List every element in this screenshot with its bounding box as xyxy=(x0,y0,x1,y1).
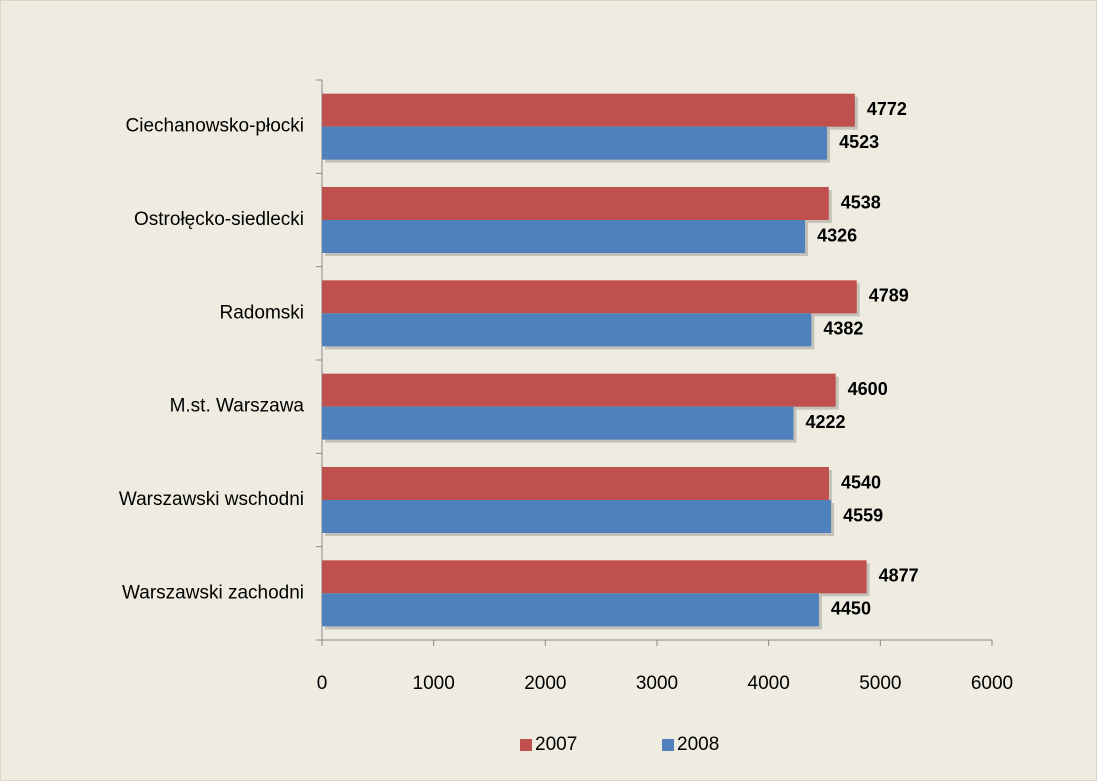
value-label: 4222 xyxy=(805,412,845,432)
bar xyxy=(322,313,812,347)
bar xyxy=(322,500,832,533)
value-label: 4450 xyxy=(831,599,871,619)
bar xyxy=(322,467,829,500)
bar xyxy=(322,560,867,594)
y-tick-label: Ostrołęcko-siedlecki xyxy=(134,209,304,230)
value-label: 4523 xyxy=(839,132,879,152)
bar xyxy=(322,406,794,440)
value-label: 4772 xyxy=(867,99,907,119)
y-tick-label: Warszawski zachodni xyxy=(122,582,304,603)
value-label: 4789 xyxy=(869,286,909,306)
legend-swatch xyxy=(520,739,532,751)
bar xyxy=(322,126,828,160)
bar xyxy=(322,373,836,407)
x-tick-label: 3000 xyxy=(636,673,678,694)
value-label: 4326 xyxy=(817,225,857,245)
x-tick-label: 5000 xyxy=(859,673,901,694)
bar xyxy=(322,187,829,220)
value-label: 4538 xyxy=(841,192,881,212)
bar xyxy=(322,280,857,314)
value-label: 4600 xyxy=(848,379,888,399)
legend-label: 2008 xyxy=(677,734,719,755)
value-label: 4540 xyxy=(841,472,881,492)
bar xyxy=(322,93,855,127)
x-tick-label: 0 xyxy=(317,673,328,694)
bar xyxy=(322,220,806,253)
x-tick-label: 4000 xyxy=(748,673,790,694)
value-label: 4559 xyxy=(843,505,883,525)
y-tick-label: Ciechanowsko-płocki xyxy=(126,116,304,137)
x-tick-label: 6000 xyxy=(971,673,1013,694)
y-tick-label: M.st. Warszawa xyxy=(170,396,305,417)
y-tick-label: Radomski xyxy=(220,302,304,323)
x-tick-label: 2000 xyxy=(524,673,566,694)
legend-label: 2007 xyxy=(535,734,577,755)
x-tick-label: 1000 xyxy=(413,673,455,694)
bar xyxy=(322,593,819,627)
value-label: 4877 xyxy=(879,566,919,586)
legend-swatch xyxy=(662,739,674,751)
value-label: 4382 xyxy=(823,319,863,339)
y-tick-label: Warszawski wschodni xyxy=(119,489,304,510)
